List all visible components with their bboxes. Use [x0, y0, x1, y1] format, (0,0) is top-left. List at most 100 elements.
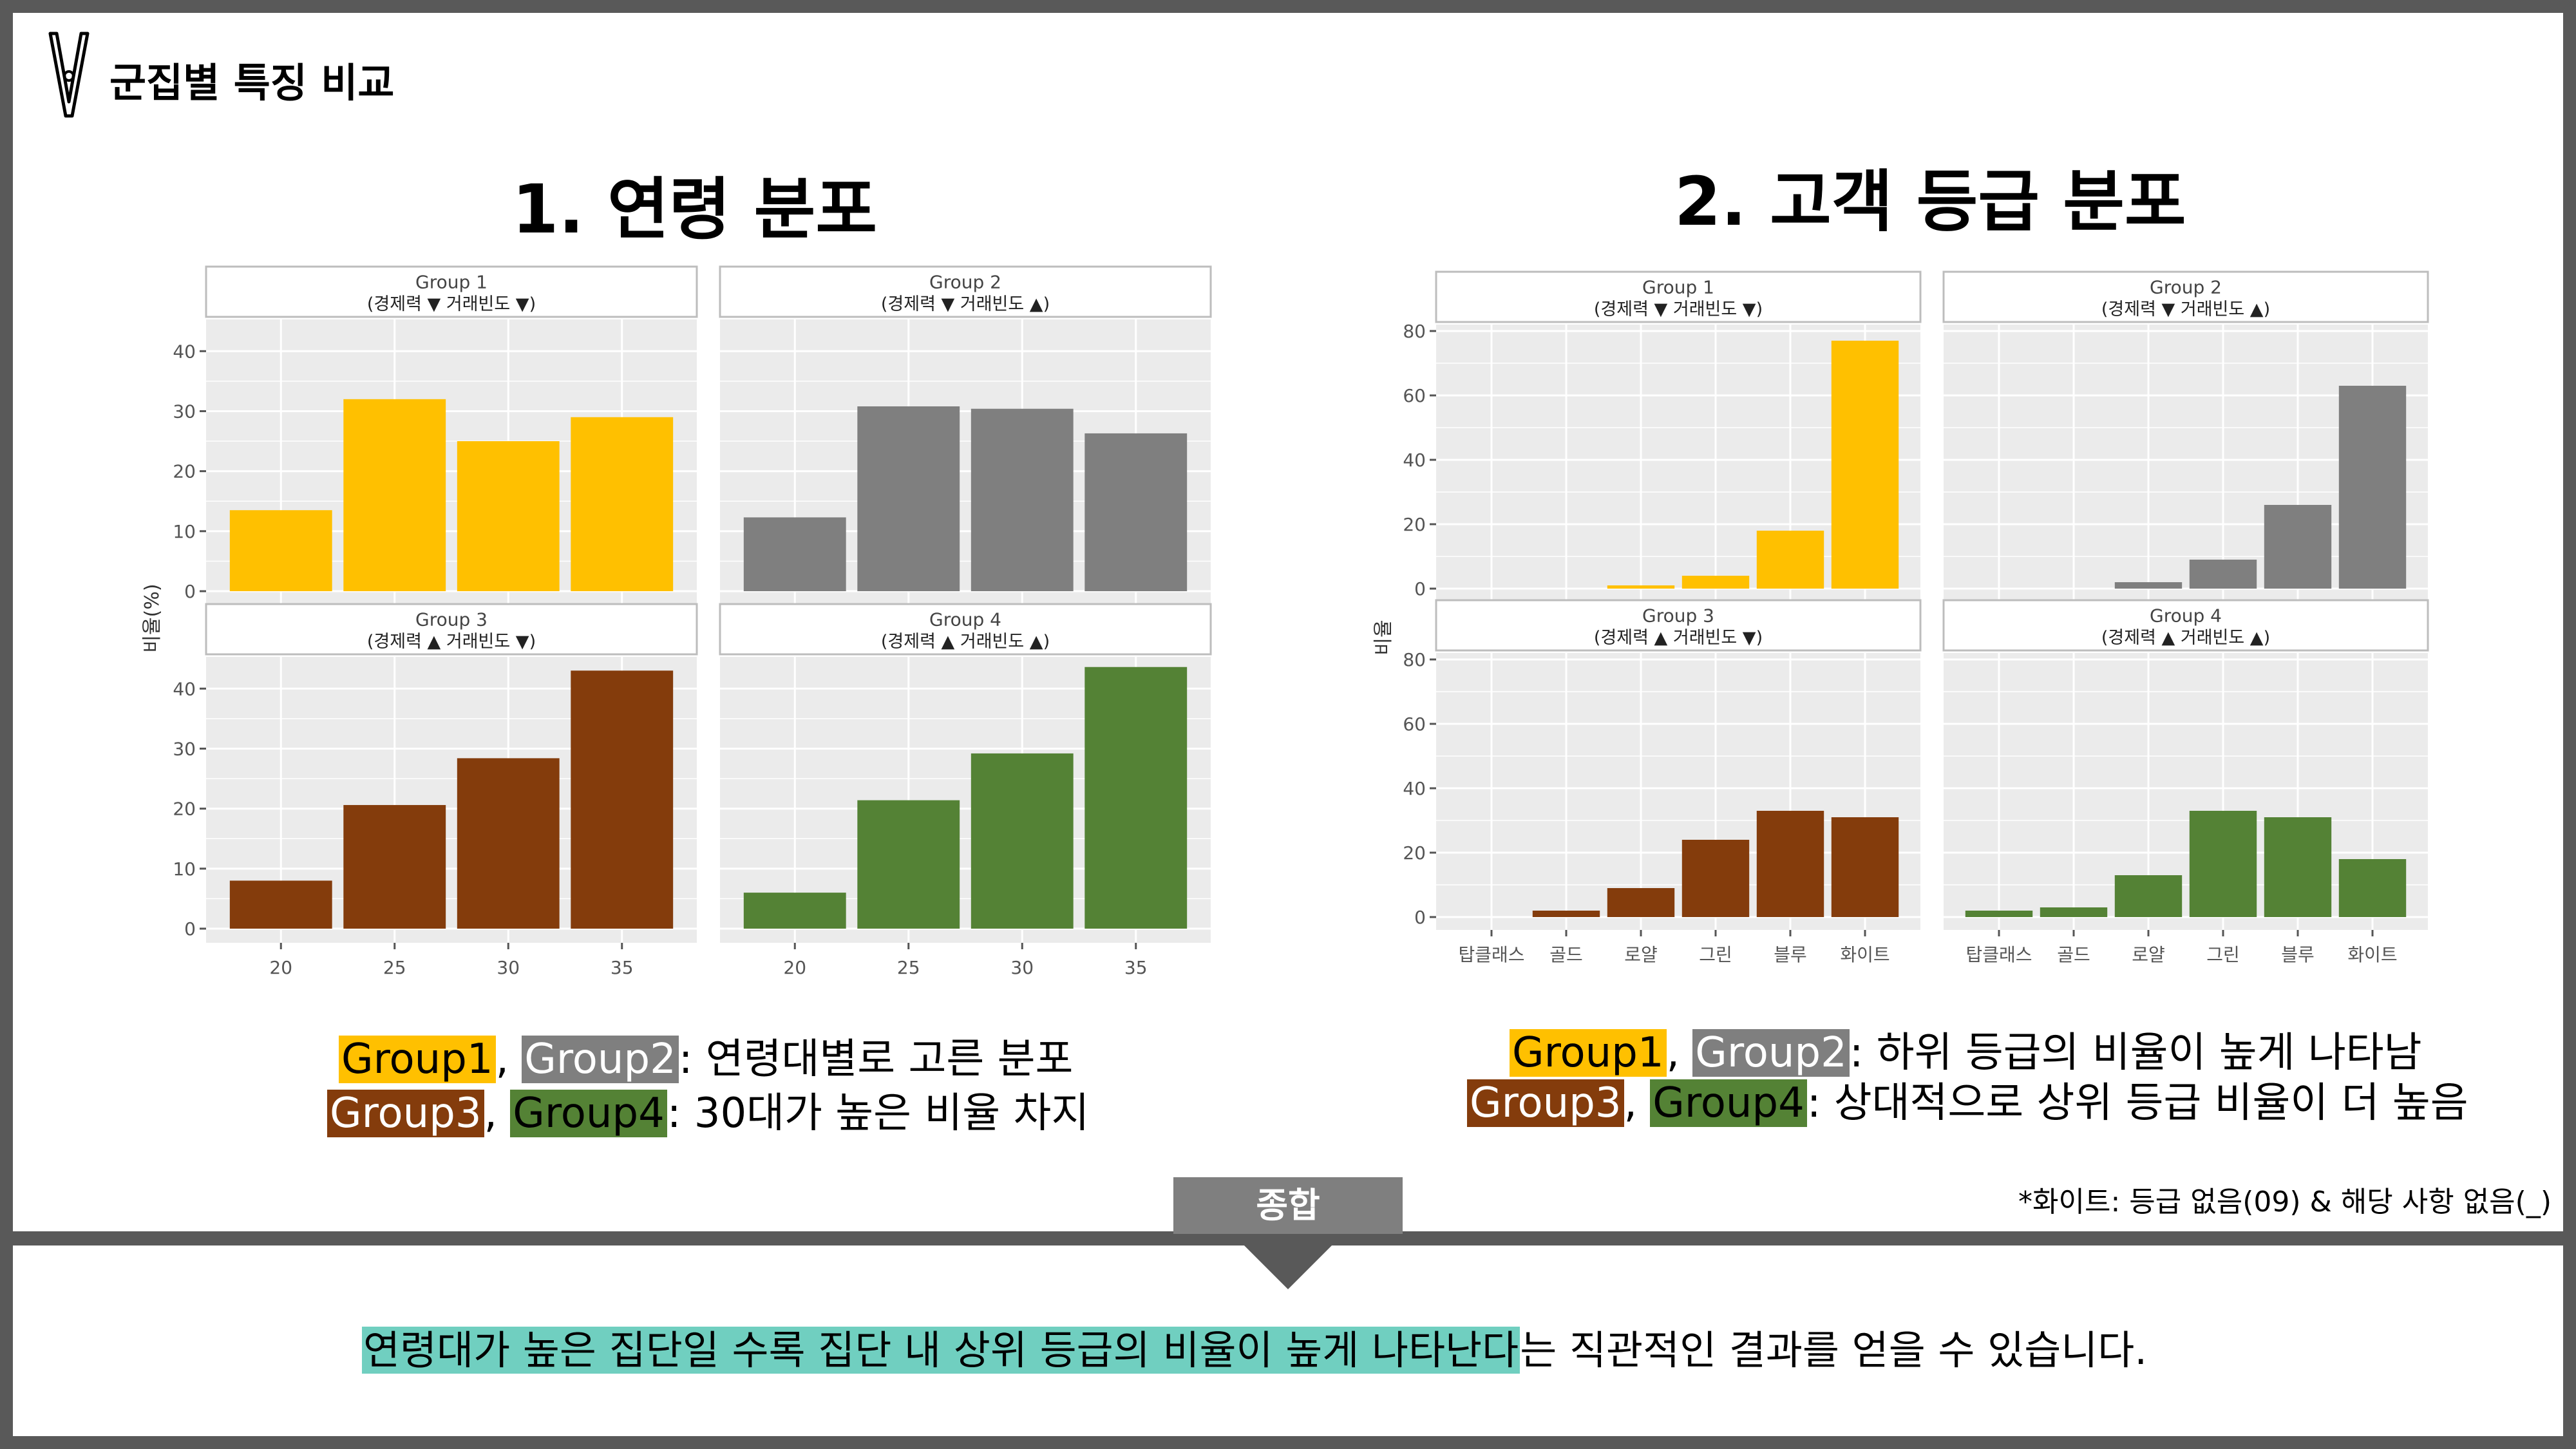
panel-3-ytick-label: 40 [1403, 778, 1426, 799]
panel-2-bar-3 [971, 408, 1074, 591]
age-caption-line2: Group3, Group4: 30대가 높은 비율 차지 [327, 1087, 1089, 1140]
frame-top [0, 0, 2576, 13]
frame-right [2563, 0, 2576, 1449]
group1-tag: Group1 [1510, 1029, 1667, 1077]
panel-1-bar-6 [1831, 341, 1899, 589]
caption-sep: , [495, 1036, 522, 1083]
summary-tab: 종합 [1173, 1177, 1403, 1234]
group1-tag: Group1 [339, 1036, 496, 1083]
panel-1-title: Group 1 [415, 272, 488, 293]
caption-sep: , [1666, 1029, 1693, 1077]
panel-4-xtick-label: 그린 [2206, 944, 2240, 965]
conclusion-rest: 는 직관적인 결과를 얻을 수 있습니다. [1520, 1327, 2148, 1374]
grade-caption-line2: Group3, Group4: 상대적으로 상위 등급 비율이 더 높음 [1467, 1077, 2468, 1130]
panel-3-ytick-label: 80 [1403, 649, 1426, 670]
panel-3-bar-4 [571, 670, 674, 929]
frame-left [0, 0, 13, 1449]
grade-caption-text1: : 하위 등급의 비율이 높게 나타남 [1849, 1029, 2422, 1077]
age-caption-text2: : 30대가 높은 비율 차지 [667, 1090, 1090, 1137]
panel-1-ytick-label: 80 [1403, 321, 1426, 342]
age-caption-text1: : 연령대별로 고른 분포 [678, 1036, 1074, 1083]
panel-2-bar-5 [2264, 505, 2332, 589]
panel-3-bar-5 [1756, 811, 1824, 917]
panel-1-strip [205, 265, 698, 318]
panel-3-strip [205, 603, 698, 656]
panel-3-ytick-label: 60 [1403, 714, 1426, 735]
panel-3-strip [1435, 599, 1922, 652]
panel-1-ytick-label: 10 [173, 521, 196, 542]
panel-4-bar-2 [2040, 907, 2108, 917]
panel-3-xtick-label: 25 [383, 957, 406, 978]
panel-3-xtick-label: 블루 [1774, 944, 1807, 965]
group3-tag: Group3 [1467, 1079, 1624, 1127]
panel-4-bar-3 [2114, 875, 2183, 917]
panel-3-xtick-label: 탑클래스 [1458, 944, 1524, 965]
panel-4-xtick-label: 20 [783, 957, 806, 978]
panel-4-xtick-label: 25 [897, 957, 920, 978]
panel-1-bar-2 [343, 399, 446, 591]
panel-4-strip [1942, 599, 2429, 652]
panel-3-xtick-label: 화이트 [1840, 944, 1889, 965]
panel-3-xtick-label: 20 [269, 957, 292, 978]
panel-3-bar-2 [1532, 911, 1600, 917]
panel-4-bar-6 [2338, 859, 2407, 917]
footnote: *화이트: 등급 없음(09) & 해당 사항 없음(_) [2018, 1186, 2552, 1218]
panel-3-bar-3 [457, 758, 560, 929]
panel-2-bar-3 [2114, 582, 2183, 589]
caption-sep: , [1624, 1079, 1651, 1127]
panel-4-bar-2 [857, 800, 960, 929]
panel-1-ytick-label: 40 [1403, 450, 1426, 471]
panel-2-title: Group 2 [2150, 277, 2222, 298]
panel-1-subtitle: (경제력 ▼ 거래빈도 ▼) [1594, 299, 1763, 319]
panel-1-strip [1435, 270, 1922, 323]
panel-3-xtick-label: 로얄 [1624, 944, 1658, 965]
panel-4-xtick-label: 탑클래스 [1965, 944, 2032, 965]
panel-3-title: Group 3 [415, 609, 488, 630]
panel-1-ytick-label: 0 [1414, 578, 1426, 600]
panel-2-bar-6 [2338, 386, 2407, 589]
grade-caption-text2: : 상대적으로 상위 등급 비율이 더 높음 [1806, 1079, 2468, 1127]
panel-2-subtitle: (경제력 ▼ 거래빈도 ▲) [2101, 299, 2270, 319]
panel-1-bar-1 [229, 510, 332, 591]
panel-1-bar-3 [457, 441, 560, 591]
panel-2-bar-2 [857, 406, 960, 591]
panel-4-xtick-label: 로얄 [2132, 944, 2165, 965]
panel-1-ytick-label: 40 [173, 341, 196, 362]
panel-3-bar-6 [1831, 817, 1899, 917]
panel-2-subtitle: (경제력 ▼ 거래빈도 ▲) [881, 294, 1050, 314]
panel-1-ytick-label: 0 [184, 581, 196, 602]
panel-3-bar-1 [229, 880, 332, 929]
panel-2-bar-1 [743, 517, 846, 591]
panel-2-bar-4 [1084, 433, 1188, 591]
panel-3-xtick-label: 30 [497, 957, 520, 978]
section-title-grade: 2. 고객 등급 분포 [1674, 162, 2186, 241]
panel-3-ytick-label: 20 [173, 799, 196, 820]
panel-3-ytick-label: 30 [173, 738, 196, 759]
divider-bar [0, 1231, 2576, 1245]
group2-tag: Group2 [522, 1036, 679, 1083]
section-title-age: 1. 연령 분포 [512, 170, 878, 249]
panel-1-title: Group 1 [1642, 277, 1714, 298]
panel-2-strip [719, 265, 1212, 318]
group3-tag: Group3 [327, 1090, 484, 1137]
panel-3-bar-4 [1681, 840, 1750, 917]
y-axis-label: 비율(%) [142, 583, 164, 652]
panel-4-subtitle: (경제력 ▲ 거래빈도 ▲) [881, 632, 1050, 652]
panel-3-subtitle: (경제력 ▲ 거래빈도 ▼) [1594, 628, 1763, 648]
panel-4-subtitle: (경제력 ▲ 거래빈도 ▲) [2101, 628, 2270, 648]
panel-4-bar-4 [1084, 667, 1188, 929]
panel-1-bar-4 [1681, 576, 1750, 589]
group4-tag: Group4 [510, 1090, 667, 1137]
group4-tag: Group4 [1650, 1079, 1807, 1127]
panel-2-strip [1942, 270, 2429, 323]
age-chart: 비율(%) Group 1(경제력 ▼ 거래빈도 ▼) 0 10 20 30 40 Group… [142, 265, 1212, 978]
panel-4-xtick-label: 골드 [2057, 944, 2090, 965]
panel-4-xtick-label: 블루 [2281, 944, 2315, 965]
panel-3-title: Group 3 [1642, 605, 1714, 627]
panel-1-bar-5 [1756, 531, 1824, 589]
panel-3-bar-2 [343, 805, 446, 929]
panel-4-bar-1 [743, 893, 846, 929]
panel-4-bar-4 [2189, 811, 2257, 917]
